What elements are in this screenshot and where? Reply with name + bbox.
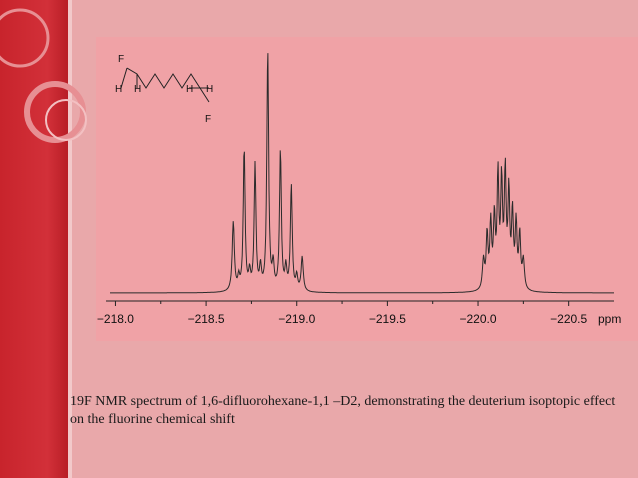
x-tick-label: −220.5 xyxy=(550,312,587,326)
sidebar-edge xyxy=(68,0,72,478)
spectrum-panel xyxy=(96,37,638,341)
atom-h-2: H xyxy=(134,84,141,95)
slide-caption: 19F NMR spectrum of 1,6-difluorohexane-1… xyxy=(70,394,616,427)
atom-h-1: H xyxy=(115,84,122,95)
atom-f-2: F xyxy=(205,114,211,125)
atom-h-3: H xyxy=(186,84,193,95)
x-tick-label: −219.5 xyxy=(369,312,406,326)
atom-f-1: F xyxy=(118,54,124,65)
x-tick-label: −220.0 xyxy=(460,312,497,326)
atom-h-4: H xyxy=(206,84,213,95)
decorative-ring-large xyxy=(0,8,50,68)
decorative-rings xyxy=(0,8,87,143)
x-tick-label: −218.0 xyxy=(97,312,134,326)
x-tick-label: −219.0 xyxy=(278,312,315,326)
molecule-structure: F H H H H F xyxy=(115,54,213,125)
x-axis-ticks: −218.0 −218.5 −219.0 −219.5 −220.0 −220.5 xyxy=(97,301,588,326)
sidebar-decoration xyxy=(0,0,68,478)
spectrum-trace xyxy=(110,53,614,294)
nmr-spectrum-chart: F H H H H F −218.0 −218.5 −219.0 −219.5 −220… xyxy=(97,53,621,326)
carbon-chain-bonds xyxy=(126,67,210,103)
decorative-ring-small xyxy=(45,99,87,141)
x-tick-label: −218.5 xyxy=(188,312,225,326)
decorative-ring-thick xyxy=(24,81,86,143)
bond-c1-h xyxy=(120,67,128,89)
x-axis-unit: ppm xyxy=(598,312,621,326)
